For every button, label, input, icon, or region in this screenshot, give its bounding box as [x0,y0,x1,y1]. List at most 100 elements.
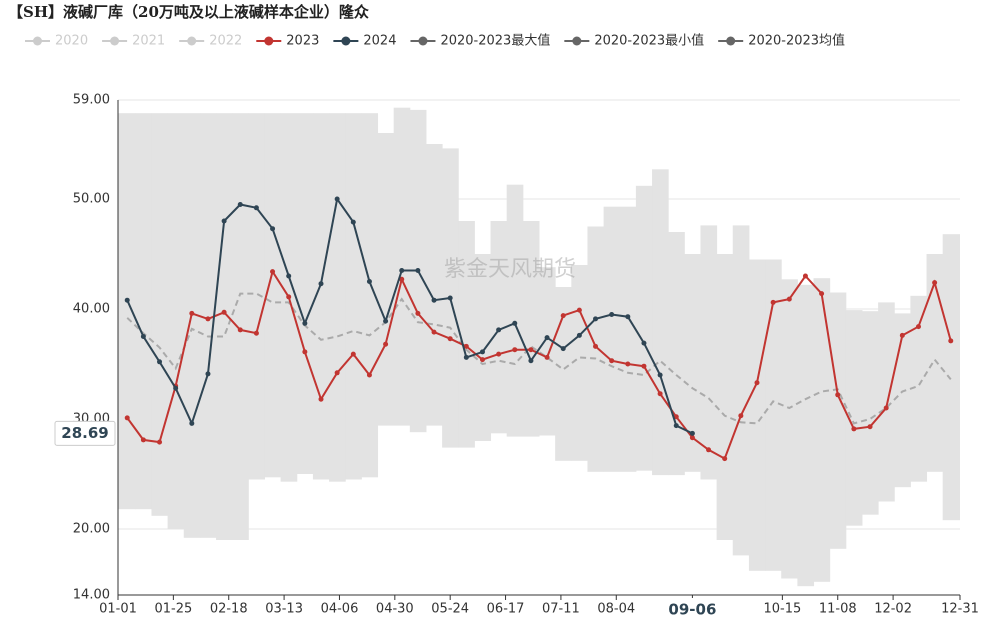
data-point [625,314,631,320]
data-point [415,310,421,316]
data-point [786,296,792,302]
legend-label: 2020-2023最小值 [594,33,704,49]
range-band [878,302,895,502]
x-tick-label: 12-02 [874,602,912,617]
x-tick-label: 01-25 [154,602,192,617]
data-point [593,343,599,349]
range-band [861,311,879,515]
data-point [576,332,582,338]
data-point [189,420,195,426]
range-band [845,310,863,526]
data-point [593,316,599,322]
range-band [700,225,718,480]
data-point [270,269,276,275]
x-tick-label: 08-04 [597,602,635,617]
data-point [399,268,405,273]
data-point [625,361,631,367]
range-band [167,113,185,529]
data-point [173,385,179,391]
data-point [334,196,340,202]
data-point [383,341,389,347]
data-point [738,413,744,419]
data-point [673,414,679,420]
legend-marker [572,36,582,46]
legend-label: 2024 [363,34,396,49]
data-point [819,291,825,297]
range-band [248,113,265,480]
data-point [302,320,308,326]
legend-marker [418,36,428,46]
data-point [722,456,728,462]
data-point [641,340,647,346]
range-band [199,113,217,538]
data-point [479,357,485,363]
range-band [118,113,136,510]
range-band [425,144,443,426]
chart-title: 【SH】液碱厂库（20万吨及以上液碱样本企业）隆众 [8,3,369,21]
pointer-label-bg [664,598,721,620]
range-band [539,267,556,436]
legend-label: 2022 [209,34,242,49]
data-point [318,281,324,287]
legend-marker [726,36,736,46]
data-point [560,313,566,319]
data-point [205,371,211,377]
range-band [264,113,282,478]
data-point [706,447,712,453]
data-point [544,335,550,341]
range-band [345,113,362,480]
range-band [781,279,798,579]
range-band [748,259,766,571]
range-band [716,254,734,540]
range-band [668,232,685,476]
data-point [528,358,534,364]
data-point [544,354,550,360]
x-tick-label: 03-13 [265,602,303,617]
range-band [458,221,475,448]
legend-marker [341,36,351,46]
data-point [189,310,195,316]
data-point [689,430,695,436]
data-point [689,435,695,441]
range-band [135,113,152,510]
data-point [253,330,259,336]
data-point [366,372,372,378]
data-point [221,309,227,315]
range-band [732,225,750,556]
data-point [528,347,534,353]
data-point [350,351,356,357]
data-point [205,316,211,322]
pointer-label-bg [54,420,116,446]
legend-marker [264,36,274,46]
range-band [571,265,588,461]
range-band [377,133,395,426]
data-point [140,334,146,339]
legend-marker [187,36,197,46]
data-point [673,423,679,429]
data-point [948,338,954,344]
data-point [221,218,227,224]
legend-marker [110,36,120,46]
data-point [899,332,905,338]
y-tick-label: 40.00 [73,302,110,317]
x-tick-label: 02-18 [210,602,248,617]
range-band [393,107,411,426]
range-band [506,184,524,437]
data-point [318,396,324,402]
range-band [296,113,314,474]
y-tick-label: 14.00 [73,588,110,603]
data-point [431,297,437,303]
data-point [286,294,292,300]
range-band [555,287,572,461]
range-band [474,254,492,441]
range-band [942,234,960,521]
data-point [415,268,421,273]
range-band [926,254,944,472]
data-point [350,219,356,225]
range-band [894,313,911,488]
data-point [609,358,615,364]
range-band [603,206,621,472]
range-band [765,259,782,571]
x-tick-label: 04-06 [321,602,359,617]
legend-label: 2020 [55,34,88,49]
